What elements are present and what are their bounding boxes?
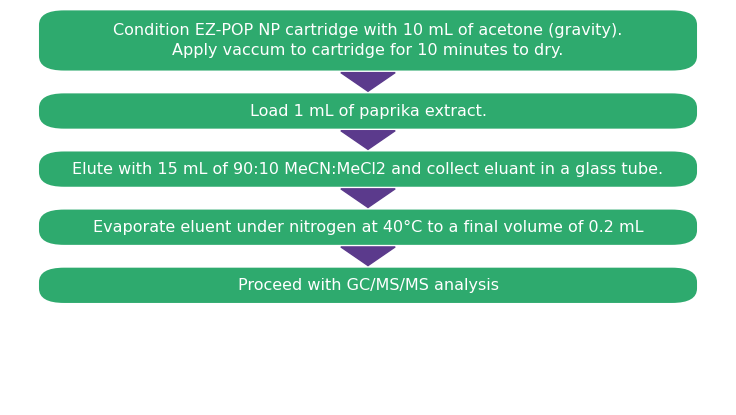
Polygon shape <box>341 73 395 91</box>
Polygon shape <box>341 189 395 208</box>
FancyBboxPatch shape <box>39 268 697 303</box>
FancyBboxPatch shape <box>39 210 697 245</box>
FancyBboxPatch shape <box>39 93 697 129</box>
Text: Condition EZ-POP NP cartridge with 10 mL of acetone (gravity).
Apply vaccum to c: Condition EZ-POP NP cartridge with 10 mL… <box>113 23 623 58</box>
FancyBboxPatch shape <box>39 10 697 71</box>
Text: Evaporate eluent under nitrogen at 40°C to a final volume of 0.2 mL: Evaporate eluent under nitrogen at 40°C … <box>93 220 643 235</box>
Text: Proceed with GC/MS/MS analysis: Proceed with GC/MS/MS analysis <box>238 278 498 293</box>
Text: Load 1 mL of paprika extract.: Load 1 mL of paprika extract. <box>250 103 486 119</box>
FancyBboxPatch shape <box>39 151 697 187</box>
Polygon shape <box>341 247 395 266</box>
Polygon shape <box>341 131 395 149</box>
Text: Elute with 15 mL of 90:10 MeCN:MeCl2 and collect eluant in a glass tube.: Elute with 15 mL of 90:10 MeCN:MeCl2 and… <box>72 161 664 177</box>
